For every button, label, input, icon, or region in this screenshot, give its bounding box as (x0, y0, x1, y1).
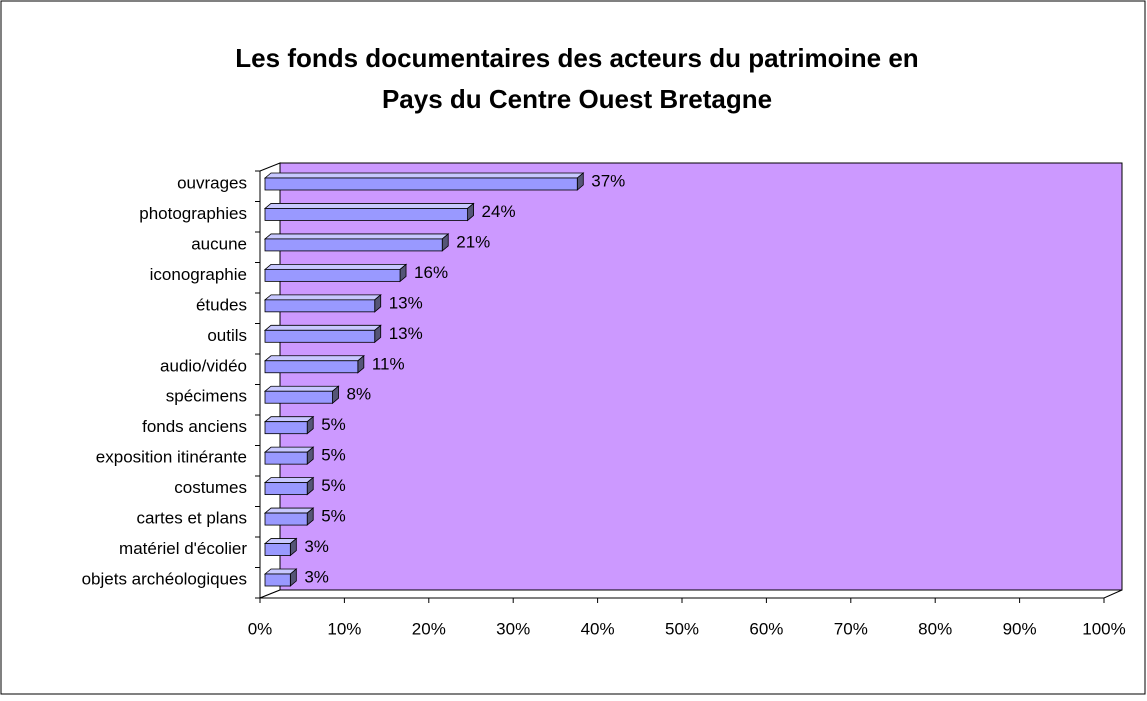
bar (264, 390, 333, 404)
value-label: 5% (321, 446, 346, 465)
value-label: 3% (304, 537, 329, 556)
y-tick-label: fonds anciens (142, 417, 247, 436)
y-tick-label: iconographie (150, 265, 247, 284)
y-tick-label: spécimens (166, 387, 247, 406)
y-tick-label: exposition itinérante (96, 448, 247, 467)
y-tick-label: cartes et plans (136, 509, 247, 528)
x-tick-label: 30% (496, 619, 530, 638)
chart-title: Les fonds documentaires des acteurs du p… (235, 43, 918, 73)
y-tick-label: objets archéologiques (82, 569, 247, 588)
value-label: 37% (591, 171, 625, 190)
bar-top (263, 385, 340, 392)
bar (264, 360, 359, 374)
bar (264, 512, 308, 526)
value-label: 21% (456, 232, 490, 251)
x-tick-label: 50% (665, 619, 699, 638)
bar-top (263, 355, 365, 362)
bar-top (263, 324, 382, 331)
x-tick-label: 60% (749, 619, 783, 638)
bar-top (263, 446, 315, 453)
chart-subtitle: Pays du Centre Ouest Bretagne (382, 84, 772, 114)
bar (264, 451, 308, 465)
value-label: 5% (321, 415, 346, 434)
bar (264, 543, 291, 556)
bar (264, 238, 443, 252)
bar (264, 299, 376, 313)
x-tick-label: 80% (918, 619, 952, 638)
bar (264, 177, 578, 191)
bar-top (263, 416, 315, 423)
y-tick-label: études (196, 295, 247, 314)
bar (264, 421, 308, 435)
bar-top (263, 172, 585, 179)
bar-top (263, 233, 450, 240)
x-tick-label: 90% (1003, 619, 1037, 638)
x-tick-label: 20% (412, 619, 446, 638)
x-tick-label: 70% (834, 619, 868, 638)
bar-top (263, 477, 315, 484)
floor (259, 589, 1123, 599)
bar-top (263, 294, 382, 301)
y-tick-label: photographies (139, 204, 247, 223)
x-tick-label: 10% (327, 619, 361, 638)
value-label: 8% (347, 385, 372, 404)
bar-top (263, 507, 315, 514)
bar (264, 573, 291, 587)
value-label: 3% (304, 567, 329, 586)
value-label: 5% (321, 507, 346, 526)
value-label: 16% (414, 263, 448, 282)
side-wall (259, 162, 281, 599)
value-label: 24% (482, 202, 516, 221)
back-wall (279, 162, 1123, 591)
value-label: 5% (321, 476, 346, 495)
bar (264, 482, 308, 496)
value-label: 13% (389, 324, 423, 343)
bar (264, 268, 401, 282)
x-tick-label: 0% (248, 619, 273, 638)
bar-top (263, 203, 475, 209)
value-label: 13% (389, 293, 423, 312)
bar (264, 208, 468, 221)
bar-top (263, 263, 408, 270)
y-tick-label: matériel d'écolier (119, 539, 247, 558)
y-tick-label: outils (207, 326, 247, 345)
y-tick-label: aucune (191, 234, 247, 253)
x-tick-label: 100% (1082, 619, 1125, 638)
y-tick-label: audio/vidéo (160, 356, 247, 375)
bar (264, 329, 376, 343)
x-tick-label: 40% (581, 619, 615, 638)
y-tick-label: ouvrages (177, 173, 247, 192)
value-label: 11% (372, 354, 405, 373)
y-tick-label: costumes (174, 478, 247, 497)
